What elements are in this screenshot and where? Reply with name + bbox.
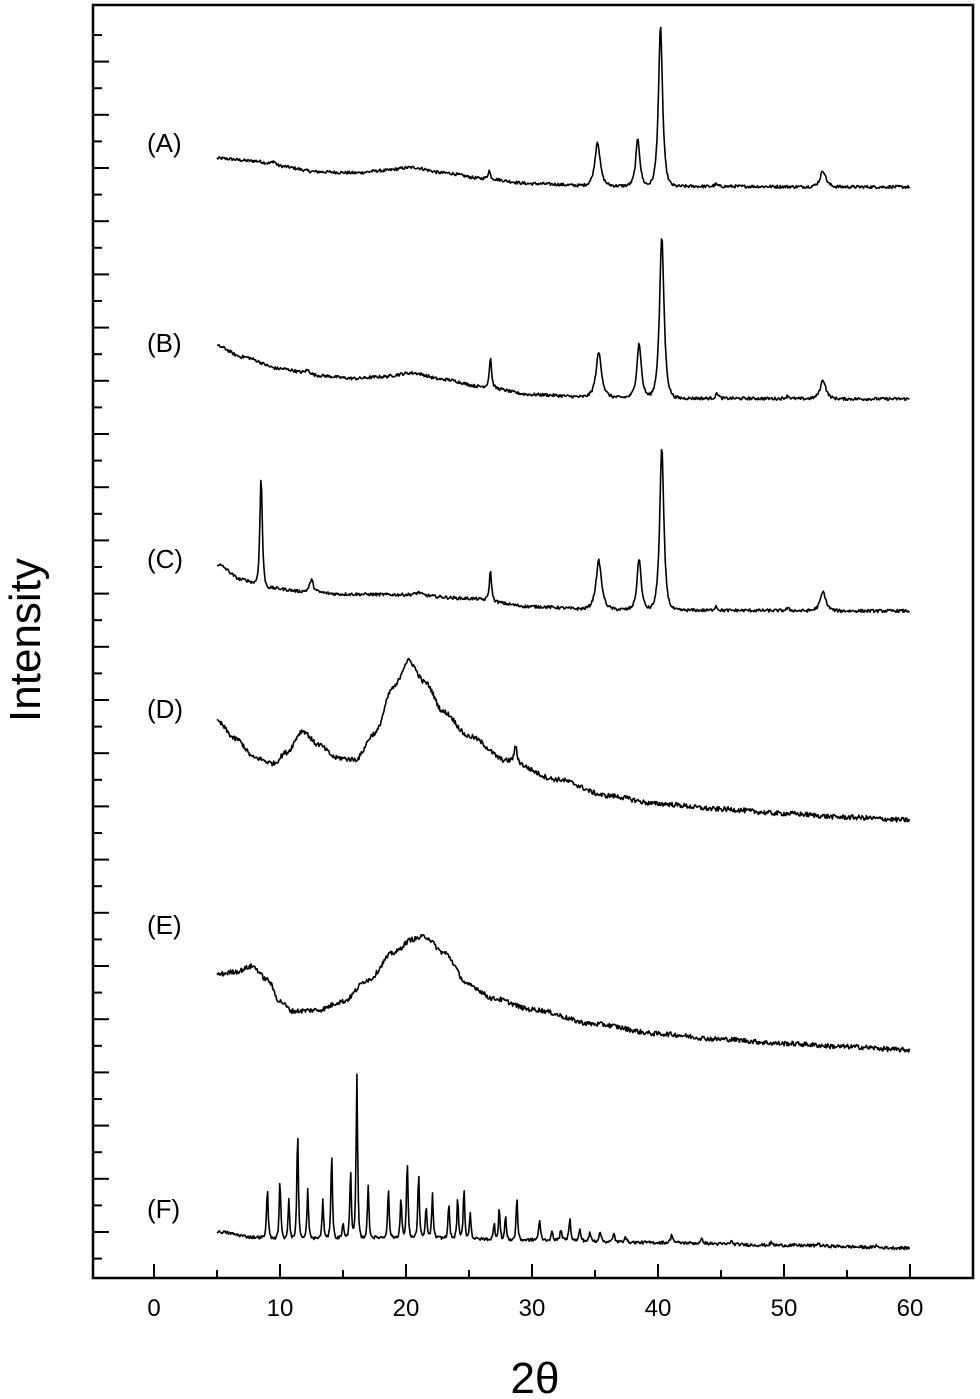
x-axis-title: 2θ [511, 1354, 560, 1399]
y-axis-ticks [93, 34, 109, 1260]
series-label-d: (D) [147, 694, 183, 724]
series-label-b: (B) [147, 328, 182, 358]
x-tick-label: 40 [645, 1295, 672, 1322]
series-labels: (A) (B) (C) (D) (E) (F) [147, 128, 183, 1224]
x-tick-label: 50 [771, 1295, 798, 1322]
series-line-c [216, 448, 910, 614]
series-label-e: (E) [147, 910, 182, 940]
y-axis-title: Intensity [1, 558, 50, 722]
series-label-f: (F) [147, 1194, 180, 1224]
series-layer [216, 26, 911, 1251]
series-line-b [216, 238, 910, 402]
series-line-a [216, 26, 911, 190]
x-tick-label: 20 [393, 1295, 420, 1322]
x-tick-label: 30 [519, 1295, 546, 1322]
series-line-e [216, 933, 911, 1053]
series-line-f [216, 1073, 911, 1251]
series-line-d [216, 657, 911, 823]
series-label-a: (A) [147, 128, 182, 158]
x-tick-label: 10 [267, 1295, 294, 1322]
series-label-c: (C) [147, 544, 183, 574]
x-tick-label: 60 [897, 1295, 924, 1322]
x-axis-ticks: 0 10 20 30 40 50 60 [147, 1264, 923, 1322]
x-tick-label: 0 [147, 1295, 160, 1322]
plot-frame [91, 3, 975, 1280]
